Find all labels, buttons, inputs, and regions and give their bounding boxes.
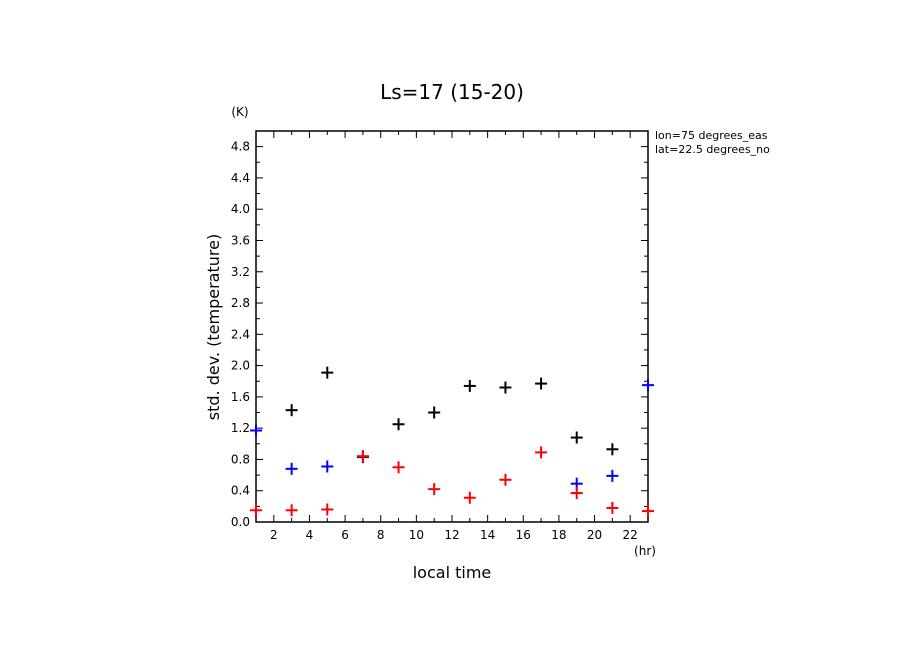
data-point-marker (570, 487, 583, 500)
ticks (255, 130, 649, 523)
data-point-marker (499, 381, 512, 394)
axes (255, 130, 649, 523)
data-point-marker (250, 504, 262, 517)
plot-frame (255, 130, 649, 523)
data-point-marker (535, 446, 548, 459)
chart-title: Ls=17 (15-20) (380, 80, 524, 104)
data-point-marker (321, 366, 334, 379)
data-point-marker (285, 504, 298, 517)
data-point-marker (428, 483, 441, 496)
data-point-marker (250, 424, 262, 437)
data-point-marker (606, 469, 619, 482)
y-tick-label: 0.4 (231, 484, 250, 498)
y-tick-label: 0.8 (231, 452, 250, 466)
data-point-marker (606, 501, 619, 514)
data-point-marker (356, 450, 369, 463)
y-unit-label: (K) (231, 105, 248, 119)
data-point-marker (285, 404, 298, 417)
data-point-marker (392, 418, 405, 431)
x-tick-label: 2 (270, 528, 278, 542)
data-point-marker (606, 443, 619, 456)
data-point-marker (285, 462, 298, 475)
y-tick-label: 0.0 (231, 515, 250, 529)
data-point-marker (570, 431, 583, 444)
y-tick-label: 4.0 (231, 202, 250, 216)
x-tick-label: 8 (377, 528, 385, 542)
y-tick-label: 1.6 (231, 390, 250, 404)
x-tick-label: 6 (341, 528, 349, 542)
y-tick-label: 2.4 (231, 327, 250, 341)
x-tick-label: 22 (623, 528, 638, 542)
y-tick-label: 2.8 (231, 296, 250, 310)
x-tick-label: 10 (409, 528, 424, 542)
x-tick-label: 12 (444, 528, 459, 542)
data-point-marker (642, 505, 654, 518)
annotation-lat: lat=22.5 degrees_no (655, 143, 770, 156)
x-tick-label: 18 (551, 528, 566, 542)
y-axis-label: std. dev. (temperature) (204, 234, 223, 420)
data-point-marker (428, 406, 441, 419)
tick-labels: 2 4 6 8 10 12 14 16 18 20 22 0.0 0.4 0.8 1.2 1.6 2.0 2.4 2… (231, 140, 638, 542)
y-tick-label: 4.4 (231, 171, 250, 185)
data-point-marker (463, 491, 476, 504)
y-tick-label: 2.0 (231, 359, 250, 373)
x-tick-label: 14 (480, 528, 495, 542)
data-point-marker (642, 379, 654, 392)
y-tick-label: 3.6 (231, 233, 250, 247)
x-unit-label: (hr) (634, 544, 656, 558)
data-point-marker (392, 461, 405, 474)
x-tick-label: 16 (516, 528, 531, 542)
x-tick-label: 4 (306, 528, 314, 542)
data-points (250, 366, 654, 518)
y-tick-label: 4.8 (231, 140, 250, 154)
data-point-marker (321, 460, 334, 473)
x-axis-label: local time (413, 563, 492, 582)
data-point-marker (463, 379, 476, 392)
annotation-lon: lon=75 degrees_eas (655, 129, 768, 142)
x-tick-label: 20 (587, 528, 602, 542)
data-point-marker (499, 473, 512, 486)
y-tick-label: 1.2 (231, 421, 250, 435)
data-point-marker (321, 503, 334, 516)
y-tick-label: 3.2 (231, 265, 250, 279)
data-point-marker (535, 377, 548, 390)
